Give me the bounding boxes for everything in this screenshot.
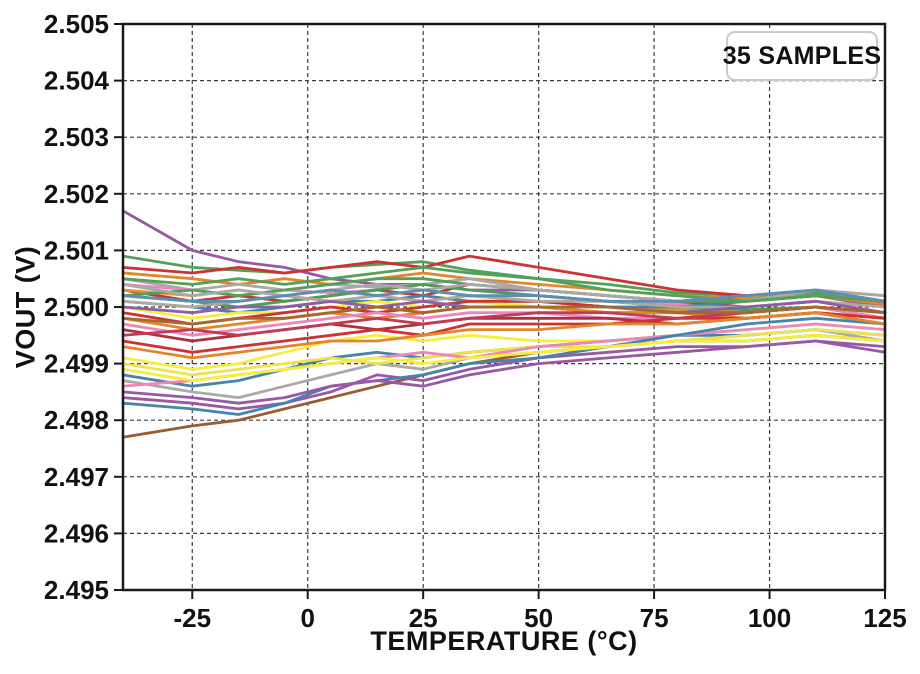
y-tick-label: 2.499 (44, 349, 109, 379)
x-tick-label: 0 (300, 603, 314, 633)
series-line-34 (121, 339, 887, 405)
y-tick-label: 2.504 (44, 66, 110, 96)
y-tick-label: 2.501 (44, 235, 109, 265)
x-tick-label: 50 (524, 603, 553, 633)
series-line-3 (121, 254, 887, 303)
x-tick-label: 100 (748, 603, 791, 633)
series-line-28 (121, 311, 887, 360)
legend-box: 35 SAMPLES (723, 31, 881, 81)
x-tick-label: 25 (409, 603, 438, 633)
y-tick-label: 2.503 (44, 122, 109, 152)
y-tick-label: 2.505 (44, 9, 109, 39)
y-tick-label: 2.496 (44, 518, 109, 548)
series-line-26 (121, 316, 887, 416)
x-tick-label: -25 (173, 603, 211, 633)
x-tick-label: 125 (863, 603, 906, 633)
x-axis-title: TEMPERATURE (°C) (370, 626, 638, 656)
y-tick-label: 2.497 (44, 462, 109, 492)
series-line-33 (121, 288, 887, 303)
series-line-35 (121, 305, 887, 326)
series-line-29 (121, 265, 887, 303)
series-line-14 (121, 299, 887, 315)
legend-label: 35 SAMPLES (722, 41, 882, 70)
y-tick-label: 2.498 (44, 405, 109, 435)
y-tick-label: 2.495 (44, 575, 109, 605)
series-line-31 (121, 333, 887, 383)
y-tick-label: 2.500 (44, 292, 109, 322)
y-axis-title: VOUT (V) (10, 245, 41, 369)
x-tick-label: 75 (640, 603, 669, 633)
y-tick-label: 2.502 (44, 179, 109, 209)
